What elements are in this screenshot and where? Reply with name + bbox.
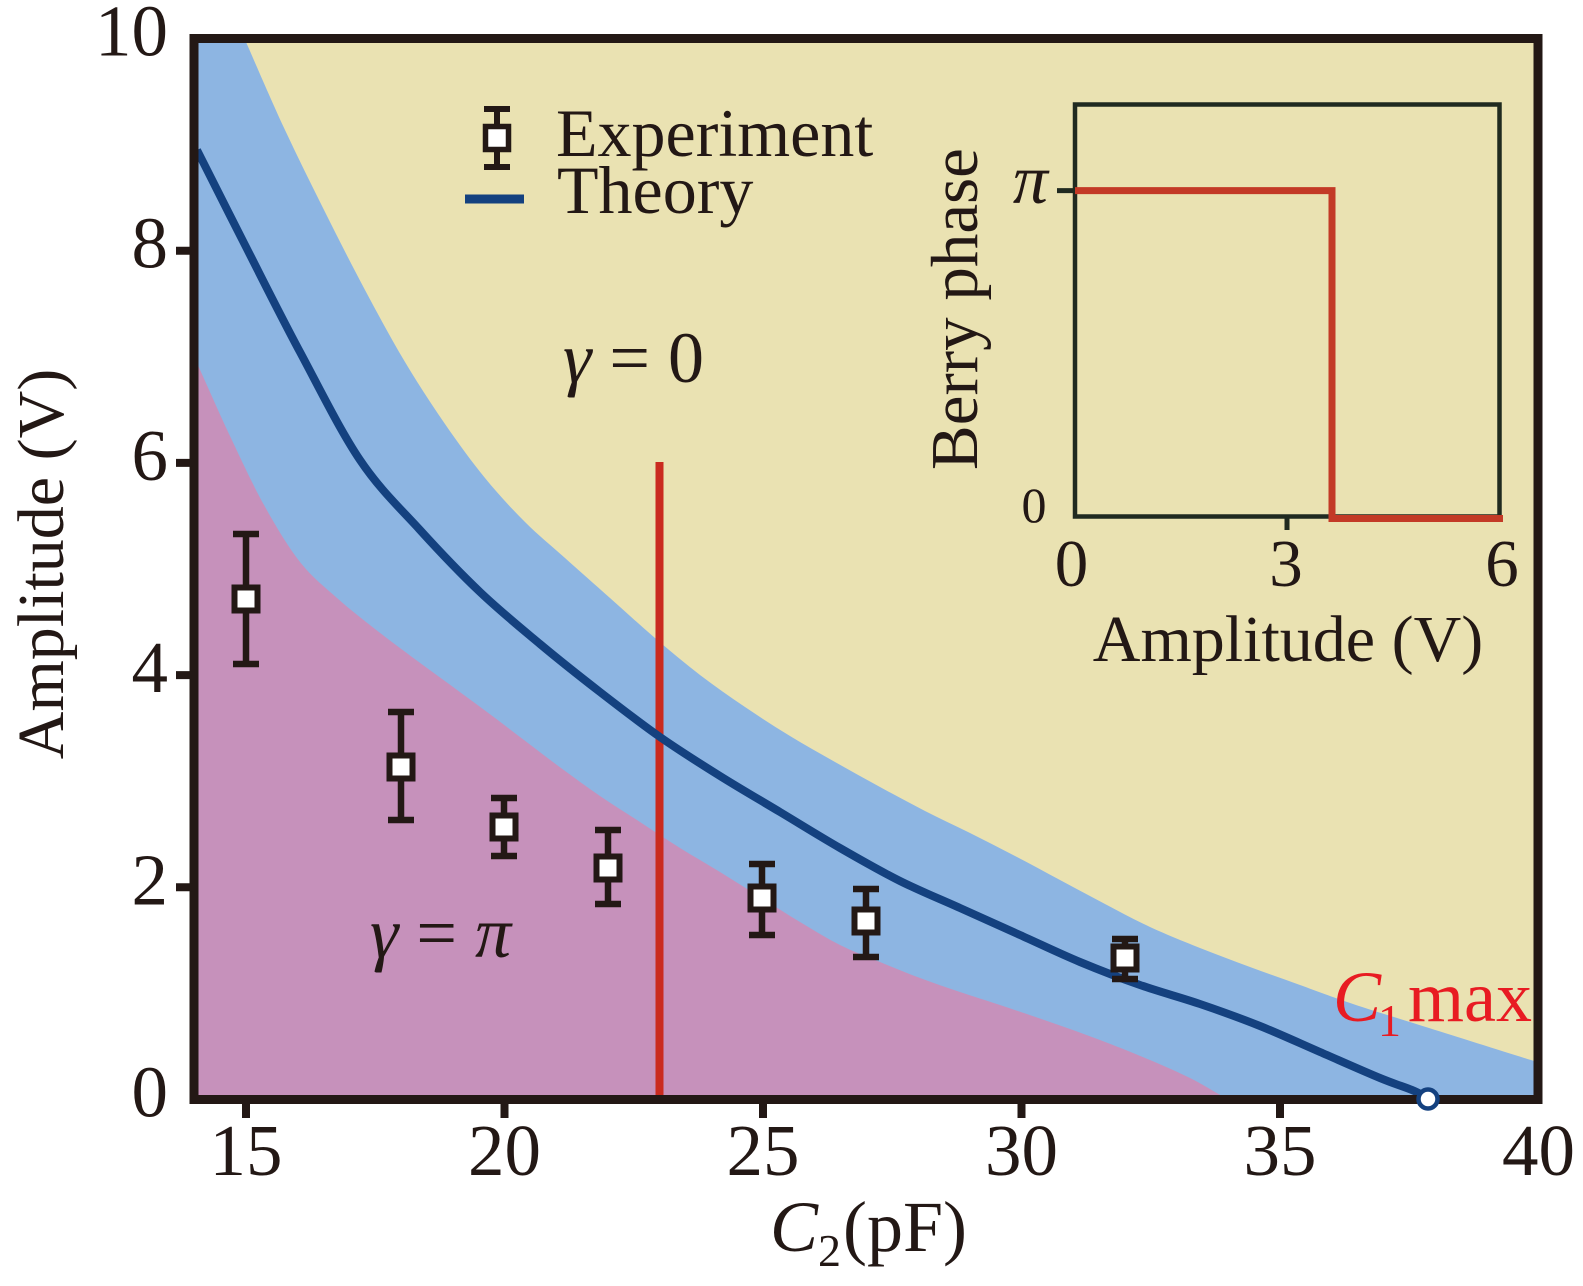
- svg-text:6: 6: [132, 415, 169, 496]
- svg-text:C: C: [1333, 957, 1382, 1037]
- svg-text:6: 6: [1485, 527, 1519, 601]
- svg-text:C: C: [770, 1187, 819, 1267]
- svg-text:π: π: [1013, 142, 1050, 219]
- svg-text:Berry phase: Berry phase: [918, 148, 992, 470]
- svg-text:2: 2: [132, 839, 169, 920]
- svg-text:4: 4: [132, 627, 169, 708]
- svg-text:0: 0: [132, 1052, 169, 1133]
- svg-text:(pF): (pF): [843, 1187, 967, 1267]
- svg-text:Amplitude (V): Amplitude (V): [1093, 603, 1483, 676]
- svg-text:15: 15: [210, 1110, 283, 1191]
- svg-text:2: 2: [818, 1225, 841, 1276]
- svg-text:40: 40: [1502, 1110, 1575, 1191]
- svg-text:max: max: [1408, 957, 1532, 1037]
- svg-text:Experiment: Experiment: [556, 95, 873, 171]
- svg-text:0: 0: [1055, 527, 1089, 601]
- svg-text:γ = 0: γ = 0: [563, 318, 704, 398]
- svg-text:Theory: Theory: [557, 152, 753, 228]
- svg-text:20: 20: [468, 1110, 541, 1191]
- svg-text:10: 10: [95, 0, 168, 72]
- svg-text:25: 25: [727, 1110, 800, 1191]
- svg-text:γ = π: γ = π: [370, 893, 513, 973]
- svg-text:1: 1: [1378, 995, 1401, 1046]
- svg-text:8: 8: [132, 203, 169, 284]
- svg-text:0: 0: [1022, 477, 1047, 533]
- svg-text:Amplitude (V): Amplitude (V): [5, 369, 78, 759]
- svg-text:3: 3: [1269, 527, 1303, 601]
- svg-text:30: 30: [985, 1110, 1058, 1191]
- svg-text:35: 35: [1244, 1110, 1317, 1191]
